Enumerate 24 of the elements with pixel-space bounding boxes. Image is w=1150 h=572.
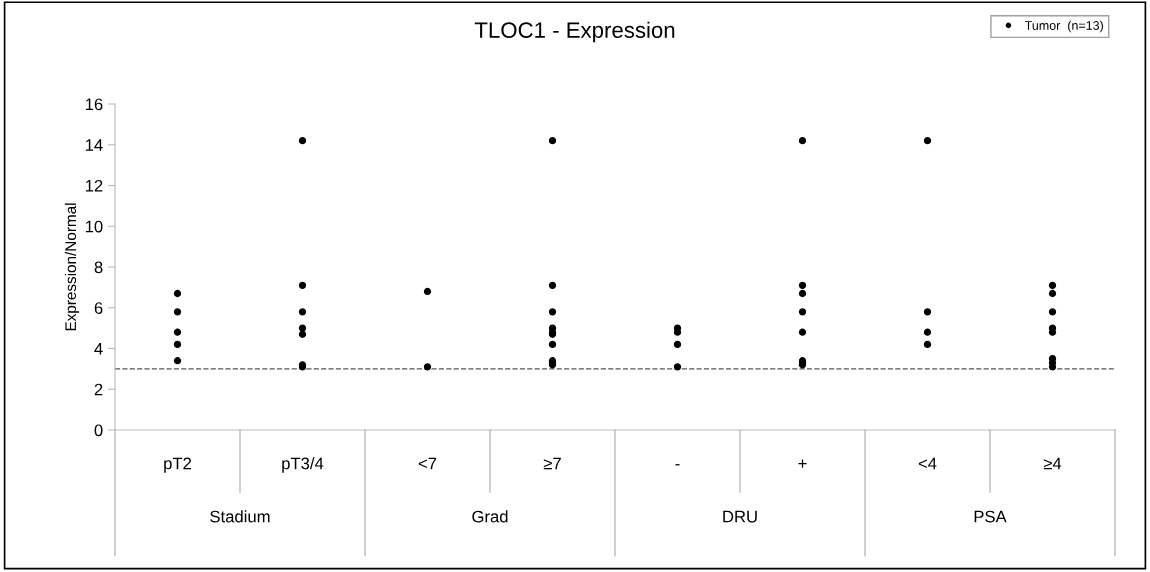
x-tick-label: - bbox=[675, 464, 680, 466]
y-axis-title: Expression/Normal bbox=[64, 203, 80, 331]
y-tick-label: 14 bbox=[85, 139, 103, 151]
y-tick-label: 0 bbox=[94, 424, 103, 437]
y-tick-label: 10 bbox=[85, 220, 103, 233]
text: DRU bbox=[723, 510, 757, 523]
y-tick-label: 4 bbox=[94, 343, 103, 355]
text: Stadium bbox=[210, 510, 270, 523]
text: PSA bbox=[974, 510, 1007, 523]
x-tick-label: pT3/4 bbox=[282, 457, 324, 473]
x-tick-label: + bbox=[798, 459, 807, 468]
chart-title: TLOC1 - Expression bbox=[474, 21, 675, 43]
legend-label: Tumor (n=13) bbox=[1024, 20, 1103, 33]
x-tick-label: ≥7 bbox=[543, 457, 561, 470]
x-tick-label: <7 bbox=[418, 457, 437, 470]
x-tick-label: ≥4 bbox=[1043, 457, 1062, 470]
y-tick-label: 2 bbox=[94, 383, 103, 396]
y-tick-label: 12 bbox=[85, 179, 103, 192]
x-tick-label: <4 bbox=[918, 457, 937, 470]
text: Grad bbox=[472, 510, 508, 523]
y-tick-label: 16 bbox=[85, 98, 103, 111]
x-tick-label: pT2 bbox=[164, 457, 192, 473]
y-tick-label: 8 bbox=[94, 261, 103, 274]
y-tick-label: 6 bbox=[94, 302, 103, 314]
